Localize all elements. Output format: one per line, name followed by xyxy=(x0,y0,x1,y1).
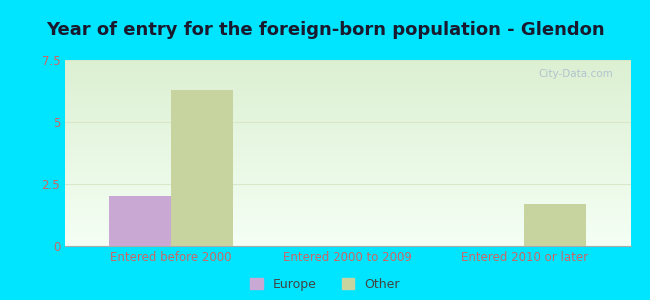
Legend: Europe, Other: Europe, Other xyxy=(250,278,400,291)
Bar xyxy=(109,196,171,246)
Text: Year of entry for the foreign-born population - Glendon: Year of entry for the foreign-born popul… xyxy=(46,21,605,39)
Bar xyxy=(171,90,233,246)
Bar xyxy=(525,204,586,246)
Text: City-Data.com: City-Data.com xyxy=(539,69,614,79)
